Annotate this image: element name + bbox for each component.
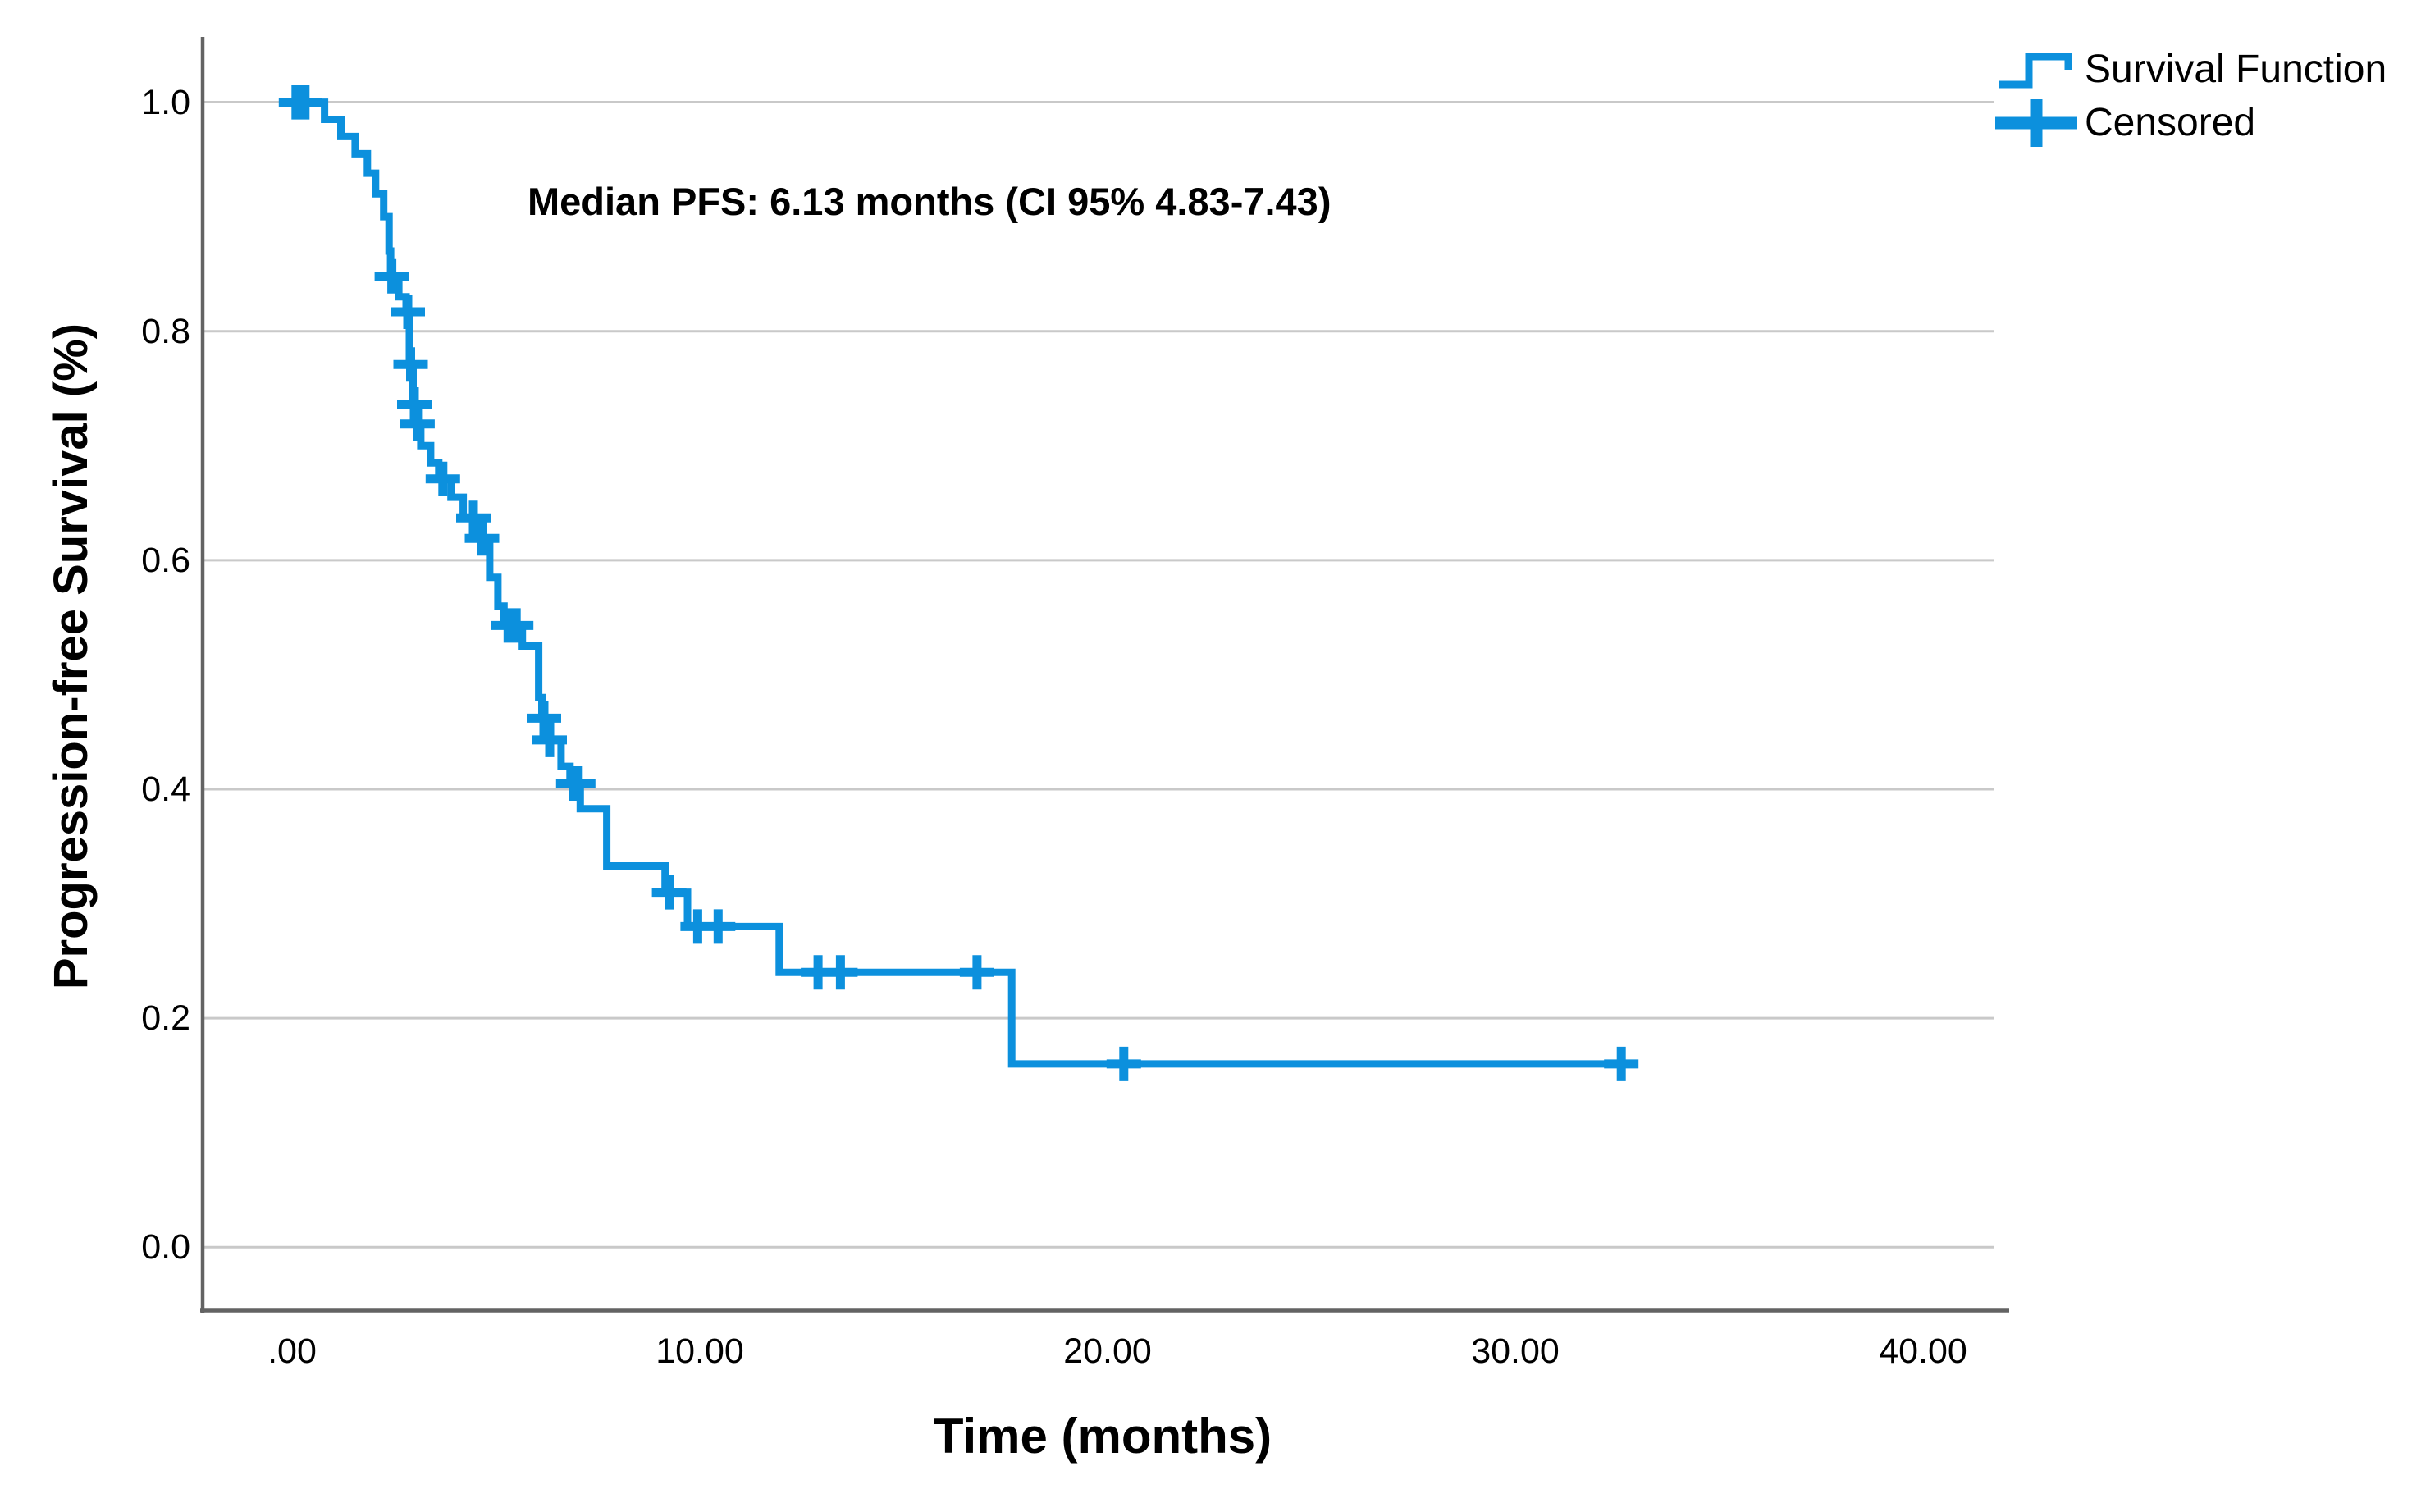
legend-plus-glyph [1995, 99, 2077, 147]
x-tick-label: 40.00 [1879, 1332, 1967, 1371]
y-tick-label: 0.6 [141, 541, 190, 580]
legend-label-survival-function: Survival Function [2085, 48, 2387, 91]
x-tick-label: 30.00 [1471, 1332, 1560, 1371]
x-tick-label: .00 [267, 1332, 317, 1371]
censor-marks [278, 85, 1639, 1081]
x-tick-label: 20.00 [1063, 1332, 1152, 1371]
legend-label-censored: Censored [2085, 101, 2256, 144]
y-tick-label: 1.0 [141, 83, 190, 122]
y-axis-title: Progression-free Survival (%) [44, 322, 98, 990]
x-axis-title: Time (months) [933, 1409, 1272, 1464]
y-tick-label: 0.0 [141, 1227, 190, 1267]
survival-curve [291, 98, 1638, 1068]
x-tick-label: 10.00 [656, 1332, 744, 1371]
y-tick-label: 0.4 [141, 770, 190, 809]
median-pfs-annotation: Median PFS: 6.13 months (CI 95% 4.83-7.4… [528, 180, 1332, 223]
y-tick-label: 0.2 [141, 998, 190, 1038]
legend-step-line-glyph [1999, 53, 2072, 89]
y-tick-label: 0.8 [141, 312, 190, 351]
